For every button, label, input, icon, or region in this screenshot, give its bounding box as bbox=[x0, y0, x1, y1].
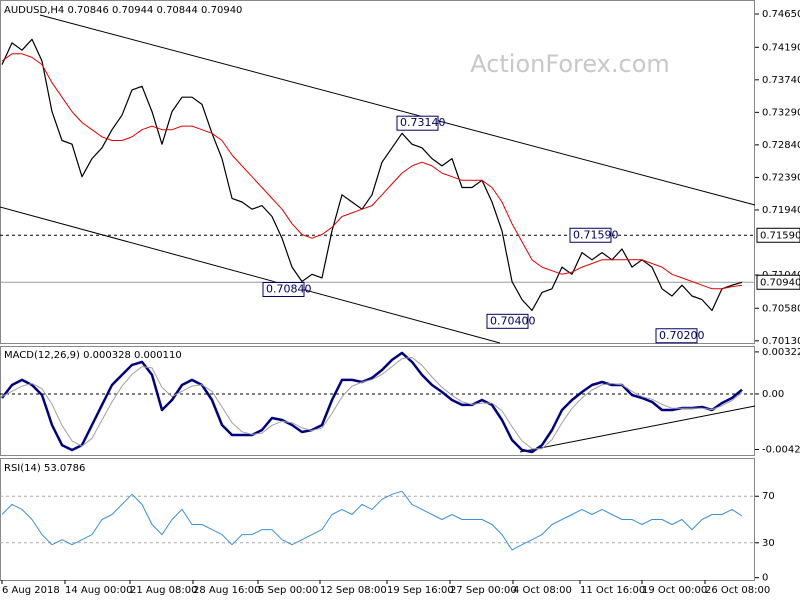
y-tick-label: 0.71940 bbox=[762, 205, 800, 216]
x-tick-label: 5 Sep 00:00 bbox=[258, 585, 318, 596]
h-line-label: 0.71590 bbox=[760, 230, 800, 241]
annotation-label: 0.70400 bbox=[490, 314, 536, 327]
rsi-panel-frame bbox=[0, 458, 755, 581]
annotation-label: 0.71590 bbox=[573, 228, 619, 241]
x-tick-label: 12 Sep 08:00 bbox=[320, 585, 387, 596]
series-line bbox=[1, 351, 743, 454]
h-line-label-box bbox=[756, 227, 800, 243]
watermark: ActionForex.com bbox=[470, 50, 670, 78]
y-tick-label: -0.004259 bbox=[762, 445, 800, 456]
y-tick-label: 0.73290 bbox=[762, 107, 800, 118]
channel-upper bbox=[39, 14, 756, 206]
h-line-label-box bbox=[756, 274, 800, 290]
x-tick-label: 19 Sep 16:00 bbox=[387, 585, 454, 596]
x-tick-label: 26 Oct 08:00 bbox=[705, 585, 770, 596]
chart-title: AUDUSD,H4 0.70846 0.70944 0.70844 0.7094… bbox=[4, 5, 242, 16]
y-tick-label: 0.70130 bbox=[762, 336, 800, 347]
y-tick-label: 0.74190 bbox=[762, 42, 800, 53]
y-tick-label: 0.74650 bbox=[762, 9, 800, 20]
series-line bbox=[1, 356, 743, 450]
x-tick-label: 21 Aug 08:00 bbox=[130, 585, 197, 596]
annotation-label: 0.73140 bbox=[400, 116, 446, 129]
y-tick-label: 30 bbox=[762, 538, 775, 549]
macd-title: MACD(12,26,9) 0.000328 0.000110 bbox=[4, 350, 182, 361]
y-tick-label: 0.72390 bbox=[762, 172, 800, 183]
x-tick-label: 4 Oct 08:00 bbox=[513, 585, 572, 596]
y-tick-label: 70 bbox=[762, 491, 775, 502]
price-panel-frame bbox=[0, 0, 755, 344]
macd-panel-frame bbox=[0, 346, 755, 456]
y-tick-label: 0.72840 bbox=[762, 140, 800, 151]
annotation-box bbox=[569, 227, 612, 243]
annotation-label: 0.70200 bbox=[659, 329, 705, 342]
annotation-box bbox=[655, 328, 698, 344]
x-tick-label: 14 Aug 00:00 bbox=[65, 585, 132, 596]
annotation-box bbox=[396, 115, 439, 131]
h-line-label: 0.70940 bbox=[760, 277, 800, 288]
channel-lower bbox=[0, 206, 501, 344]
macd-trendline bbox=[519, 405, 756, 453]
y-tick-label: 0.73740 bbox=[762, 75, 800, 86]
x-tick-label: 6 Aug 2018 bbox=[2, 585, 60, 596]
x-tick-label: 28 Aug 16:00 bbox=[193, 585, 260, 596]
series-line bbox=[1, 53, 743, 290]
annotation-box bbox=[486, 313, 529, 329]
x-tick-label: 11 Oct 16:00 bbox=[580, 585, 645, 596]
y-tick-label: 0.003224 bbox=[762, 347, 800, 358]
rsi-title: RSI(14) 53.0786 bbox=[4, 463, 85, 474]
y-tick-label: 0.70580 bbox=[762, 303, 800, 314]
series-line bbox=[1, 490, 743, 551]
x-tick-label: 27 Sep 00:00 bbox=[450, 585, 517, 596]
series-line bbox=[1, 38, 743, 312]
x-tick-label: 19 Oct 00:00 bbox=[642, 585, 707, 596]
annotation-label: 0.70840 bbox=[266, 282, 312, 295]
y-tick-label: 0.00 bbox=[762, 389, 784, 400]
y-tick-label: 0 bbox=[762, 573, 768, 584]
annotation-box bbox=[262, 281, 305, 297]
